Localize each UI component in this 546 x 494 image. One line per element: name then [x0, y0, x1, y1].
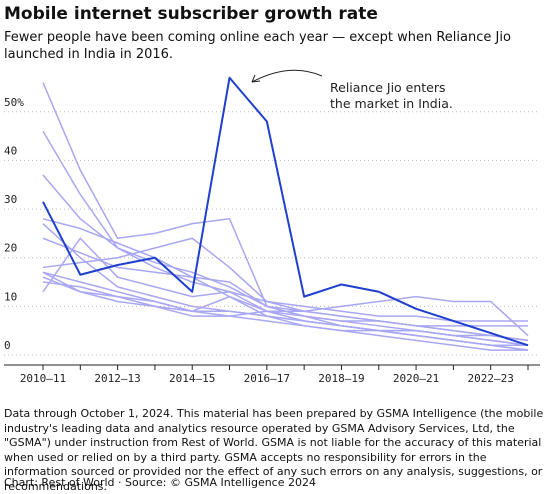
- y-tick-label: 10: [4, 290, 17, 303]
- x-tick-label: 2020–21: [393, 372, 439, 385]
- annotation-arrow: [251, 69, 323, 83]
- x-tick-label: 2012–13: [94, 372, 140, 385]
- source: Chart: Rest of World · Source: © GSMA In…: [4, 476, 316, 489]
- series-line: [42, 276, 529, 337]
- annotation-arrowhead: [251, 74, 261, 83]
- annotation: Reliance Jio enters: [330, 80, 446, 95]
- x-tick-label: 2014–15: [169, 372, 215, 385]
- y-tick-label: 0: [4, 339, 11, 352]
- x-tick-label: 2018–19: [318, 372, 364, 385]
- y-tick-label: 30: [4, 193, 17, 206]
- series-line: [42, 218, 528, 347]
- series-line: [42, 76, 529, 347]
- series-line: [42, 237, 528, 327]
- footnote: Data through October 1, 2024. This mater…: [4, 407, 544, 493]
- series-line: [42, 237, 529, 347]
- y-tick-label: 50%: [4, 96, 24, 109]
- chart: Reliance Jio enters the market in India.…: [4, 69, 540, 385]
- y-tick-label: 40: [4, 144, 17, 157]
- series-line: [42, 271, 528, 351]
- series-line: [42, 237, 528, 322]
- y-tick-label: 20: [4, 242, 17, 255]
- x-tick-label: 2022–23: [468, 372, 514, 385]
- chart-subtitle: Fewer people have been coming online eac…: [4, 30, 511, 62]
- chart-title: Mobile internet subscriber growth rate: [4, 4, 378, 24]
- x-tick-label: 2010–11: [20, 372, 66, 385]
- annotation: the market in India.: [330, 96, 453, 111]
- x-tick-label: 2016–17: [244, 372, 290, 385]
- series-line: [42, 174, 529, 342]
